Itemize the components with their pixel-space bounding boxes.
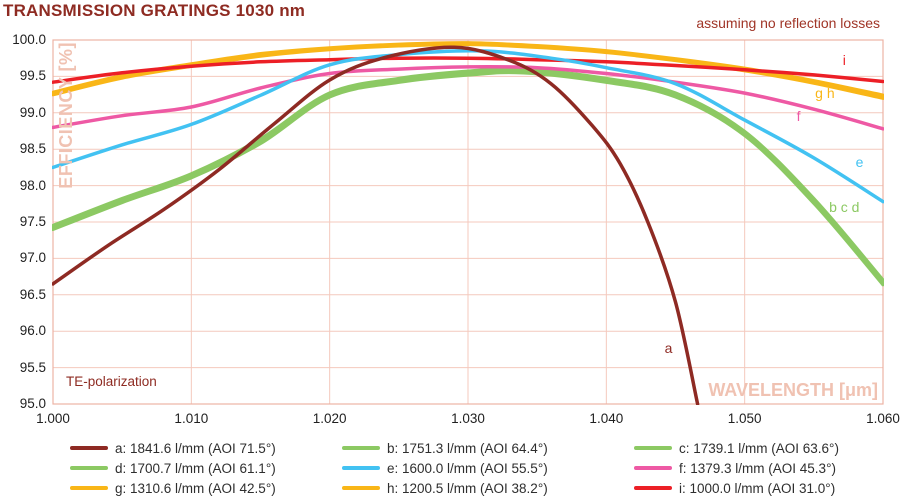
plot-canvas [52,39,884,405]
legend-label-h: h: 1200.5 l/mm (AOI 38.2°) [387,480,548,496]
x-tick-label: 1.050 [727,411,762,426]
y-tick-label: 100.0 [12,32,46,47]
series-f-line [52,65,884,131]
curve-label-g-h: g h [815,85,835,102]
series-b-line [52,66,884,282]
x-tick-label: 1.030 [451,411,485,426]
x-tick-label: 1.020 [312,411,347,426]
y-tick-label: 98.5 [19,141,46,157]
y-tick-label: 96.0 [19,323,46,339]
x-tick-label: 1.000 [36,411,70,426]
x-tick-label: 1.040 [589,411,624,426]
legend-swatch-c [634,446,672,450]
legend-swatch-i [634,486,672,490]
legend-label-e: e: 1600.0 l/mm (AOI 55.5°) [387,460,548,476]
y-tick-label: 98.0 [19,177,46,193]
y-axis-title: EFFICIENCY [%] [56,42,76,189]
legend-swatch-f [634,466,672,470]
x-axis-title: WAVELENGTH [μm] [708,380,878,400]
legend-item-a: a: 1841.6 l/mm (AOI 71.5°) [70,438,342,458]
legend-item-e: e: 1600.0 l/mm (AOI 55.5°) [342,458,634,478]
legend-item-i: i: 1000.0 l/mm (AOI 31.0°) [634,478,914,498]
page-title: TRANSMISSION GRATINGS 1030 nm [3,1,306,20]
legend-label-a: a: 1841.6 l/mm (AOI 71.5°) [115,440,276,456]
legend-swatch-d [70,466,108,470]
legend-label-b: b: 1751.3 l/mm (AOI 64.4°) [387,440,548,456]
y-tick-label: 96.5 [19,286,46,302]
y-tick-label: 95.5 [19,359,46,375]
legend-swatch-g [70,486,108,490]
curve-label-f: f [796,107,801,124]
legend-item-h: h: 1200.5 l/mm (AOI 38.2°) [342,478,634,498]
legend-item-c: c: 1739.1 l/mm (AOI 63.6°) [634,438,914,458]
series-i-line [52,56,884,84]
legend-item-g: g: 1310.6 l/mm (AOI 42.5°) [70,478,342,498]
y-tick-label: 99.0 [19,104,46,120]
legend-item-d: d: 1700.7 l/mm (AOI 61.1°) [70,458,342,478]
polarization-note: TE-polarization [66,374,157,389]
legend-swatch-a [70,446,108,450]
legend-label-g: g: 1310.6 l/mm (AOI 42.5°) [115,480,276,496]
legend-swatch-h [342,486,380,490]
x-tick-label: 1.010 [174,411,209,426]
legend-swatch-e [342,466,380,470]
legend-label-d: d: 1700.7 l/mm (AOI 61.1°) [115,460,276,476]
y-tick-label: 95.0 [19,396,46,411]
legend-label-i: i: 1000.0 l/mm (AOI 31.0°) [679,480,836,496]
curve-label-i: i [842,52,846,69]
assumption-note: assuming no reflection losses [696,15,880,31]
plot-frame [52,39,884,405]
curve-label-e: e [855,153,864,170]
legend-item-b: b: 1751.3 l/mm (AOI 64.4°) [342,438,634,458]
x-tick-label: 1.060 [866,411,900,426]
y-tick-label: 99.5 [19,68,46,84]
y-tick-label: 97.0 [19,250,46,266]
legend-swatch-b [342,446,380,450]
legend-label-c: c: 1739.1 l/mm (AOI 63.6°) [679,440,839,456]
curve-label-b-c-d: b c d [829,199,860,216]
legend: a: 1841.6 l/mm (AOI 71.5°) b: 1751.3 l/mm… [70,438,914,498]
curve-label-a: a [664,339,673,356]
legend-item-f: f: 1379.3 l/mm (AOI 45.3°) [634,458,914,478]
legend-label-f: f: 1379.3 l/mm (AOI 45.3°) [679,460,836,476]
y-tick-label: 97.5 [19,214,46,229]
series-a-line [52,45,700,405]
